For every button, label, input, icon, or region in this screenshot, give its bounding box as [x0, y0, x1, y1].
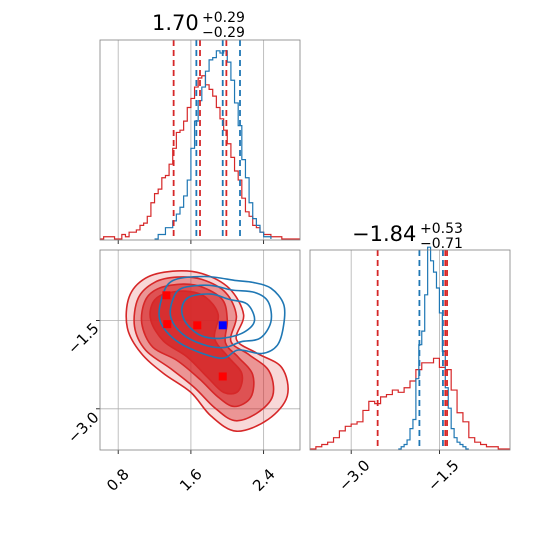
histogram-blue-step — [398, 246, 469, 450]
y-tick-label-neg-3-0: −3.0 — [64, 408, 102, 446]
histogram-panel-param-1: 1.70 +0.29 −0.29 — [99, 10, 301, 244]
panel-title-param-2-upper-error: +0.53 — [420, 221, 463, 237]
contour-panel: 0.8 1.6 2.4 −1.5 −3.0 — [64, 249, 301, 495]
x-tick-label-2-4: 2.4 — [249, 465, 279, 495]
x-tick-label-neg-3-0: −3.0 — [335, 456, 373, 494]
blue-marker-0 — [218, 321, 227, 330]
x-tick-label-0-8: 0.8 — [103, 465, 133, 495]
red-marker-1 — [163, 320, 172, 329]
red-marker-3 — [218, 372, 227, 381]
histogram-series-param-1 — [100, 50, 300, 240]
panel-title-param-1-lower-error: −0.29 — [202, 25, 245, 41]
panel-frame-contour — [99, 249, 301, 451]
histogram-panel-param-2: −1.84 +0.53 −0.71 −3.0 −1.5 — [309, 221, 511, 495]
quantile-lines-param-1 — [172, 40, 241, 240]
red-marker-2 — [193, 321, 202, 330]
x-tick-label-neg-1-5: −1.5 — [424, 456, 462, 494]
x-tick-label-1-6: 1.6 — [176, 465, 206, 495]
histogram-red-step — [310, 357, 510, 450]
marker-series — [162, 291, 227, 381]
blue-contour-level-0 — [158, 275, 286, 360]
grid-lines-param-2 — [350, 250, 440, 454]
y-tick-label-neg-1-5: −1.5 — [64, 319, 102, 357]
quantile-lines-param-2 — [376, 250, 448, 450]
panel-title-param-1-upper-error: +0.29 — [202, 10, 245, 26]
blue-contour-level-2 — [180, 293, 256, 340]
panel-frame-param-2 — [309, 249, 511, 451]
panel-frame-param-1 — [99, 39, 301, 241]
blue-contour-level-1 — [169, 284, 273, 349]
grid-lines-param-1 — [117, 40, 265, 244]
grid-lines-contour — [96, 250, 300, 454]
histogram-series-param-2 — [310, 246, 510, 450]
red-marker-0 — [162, 291, 171, 300]
panel-title-param-1-median: 1.70 — [152, 11, 199, 35]
histogram-red-step — [100, 75, 300, 240]
histogram-blue-step — [154, 50, 272, 240]
panel-title-param-2-median: −1.84 — [352, 222, 416, 246]
